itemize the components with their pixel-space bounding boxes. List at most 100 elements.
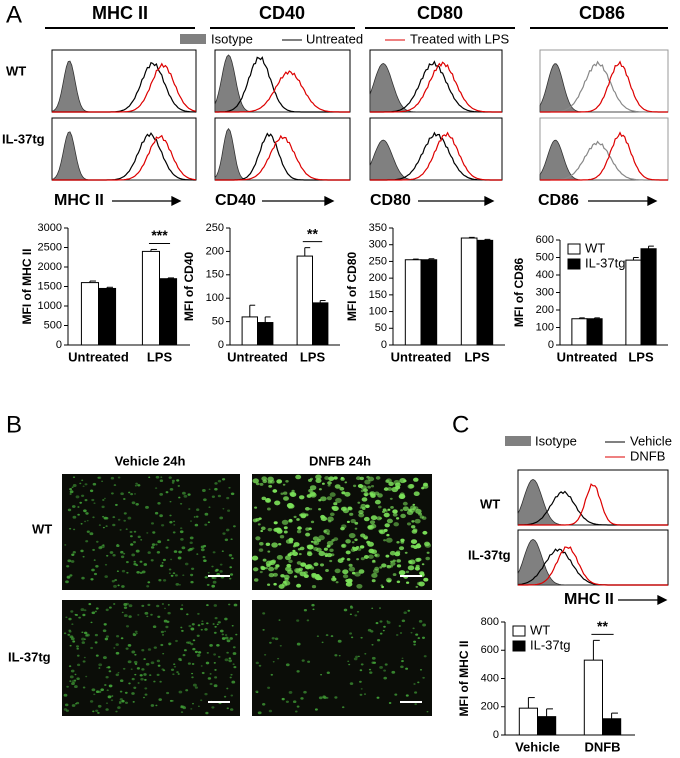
cell: [360, 636, 363, 639]
cell: [131, 692, 135, 695]
cell: [413, 640, 417, 643]
cell: [360, 533, 366, 538]
cell: [301, 659, 305, 662]
cell: [135, 564, 139, 567]
cell: [206, 622, 209, 625]
cell: [76, 663, 81, 667]
cell: [90, 621, 93, 624]
cell: [169, 500, 172, 503]
cell: [357, 655, 360, 658]
cell: [296, 670, 300, 673]
cell: [109, 606, 112, 609]
cell: [280, 574, 285, 578]
cell: [344, 491, 351, 497]
cell: [172, 531, 176, 534]
cell: [383, 676, 387, 680]
y-tick-label: 2000: [38, 261, 62, 273]
cell: [131, 553, 136, 557]
cell: [376, 696, 380, 699]
cell: [233, 525, 236, 528]
cell: [268, 484, 273, 488]
cell: [205, 711, 209, 715]
cell: [307, 660, 311, 663]
cell: [398, 546, 405, 551]
cell: [415, 508, 422, 514]
cell: [70, 637, 75, 641]
column-header: CD86: [579, 3, 625, 23]
cell: [225, 528, 230, 532]
cell: [393, 522, 399, 527]
cell: [76, 654, 80, 657]
cell: [123, 512, 127, 515]
cell: [258, 548, 264, 552]
cell: [265, 566, 268, 570]
cell: [342, 569, 349, 575]
cell: [162, 669, 166, 672]
cell: [128, 615, 132, 618]
cell: [147, 581, 151, 584]
cell: [168, 642, 172, 646]
cell: [135, 482, 138, 485]
y-axis-label: MFI of CD80: [345, 252, 359, 322]
cell: [308, 527, 312, 530]
cell: [364, 479, 371, 485]
cell: [293, 575, 298, 578]
legend-label: WT: [585, 240, 605, 255]
cell: [274, 500, 281, 506]
x-tick-label: DNFB: [584, 739, 620, 754]
panel-label: C: [452, 411, 469, 438]
cell: [95, 690, 100, 693]
cell: [130, 543, 134, 546]
cell: [137, 682, 140, 684]
cell: [277, 657, 280, 660]
cell: [180, 626, 183, 629]
cell: [106, 689, 109, 692]
bar: [625, 259, 642, 346]
cell: [203, 559, 207, 563]
cell: [144, 687, 148, 690]
cell: [318, 551, 326, 557]
x-tick-label: LPS: [300, 349, 326, 364]
cell: [211, 584, 216, 588]
cell: [334, 484, 341, 489]
cell: [296, 642, 301, 646]
cell: [105, 708, 109, 711]
cell: [95, 564, 99, 568]
y-tick-label: 0: [548, 339, 554, 351]
cell: [333, 476, 338, 480]
cell: [224, 658, 229, 662]
cell: [229, 637, 233, 640]
cell: [150, 704, 155, 707]
cell: [161, 634, 165, 636]
cell: [366, 475, 370, 479]
cell: [115, 673, 120, 677]
cell: [92, 482, 97, 486]
micrograph: [252, 600, 432, 716]
cell: [266, 507, 271, 511]
cell: [197, 612, 200, 615]
cell: [226, 639, 231, 643]
legend-swatch: [180, 34, 206, 44]
cell: [227, 509, 231, 512]
cell: [78, 616, 81, 619]
y-tick-label: 3000: [38, 222, 62, 234]
cell: [70, 610, 74, 613]
cell: [123, 498, 126, 500]
cell: [299, 571, 306, 577]
bar: [583, 659, 603, 736]
cell: [197, 651, 202, 654]
cell: [64, 544, 67, 546]
cell: [157, 664, 161, 667]
cell: [371, 607, 374, 610]
y-tick-label: 800: [481, 616, 499, 628]
cell: [379, 620, 383, 623]
cell: [84, 483, 88, 486]
cell: [134, 630, 138, 633]
cell: [201, 620, 204, 622]
y-tick-label: 50: [212, 316, 224, 328]
cell: [328, 520, 332, 523]
cell: [320, 514, 326, 519]
cell: [189, 541, 193, 544]
cell: [190, 708, 193, 710]
cell: [276, 555, 284, 560]
